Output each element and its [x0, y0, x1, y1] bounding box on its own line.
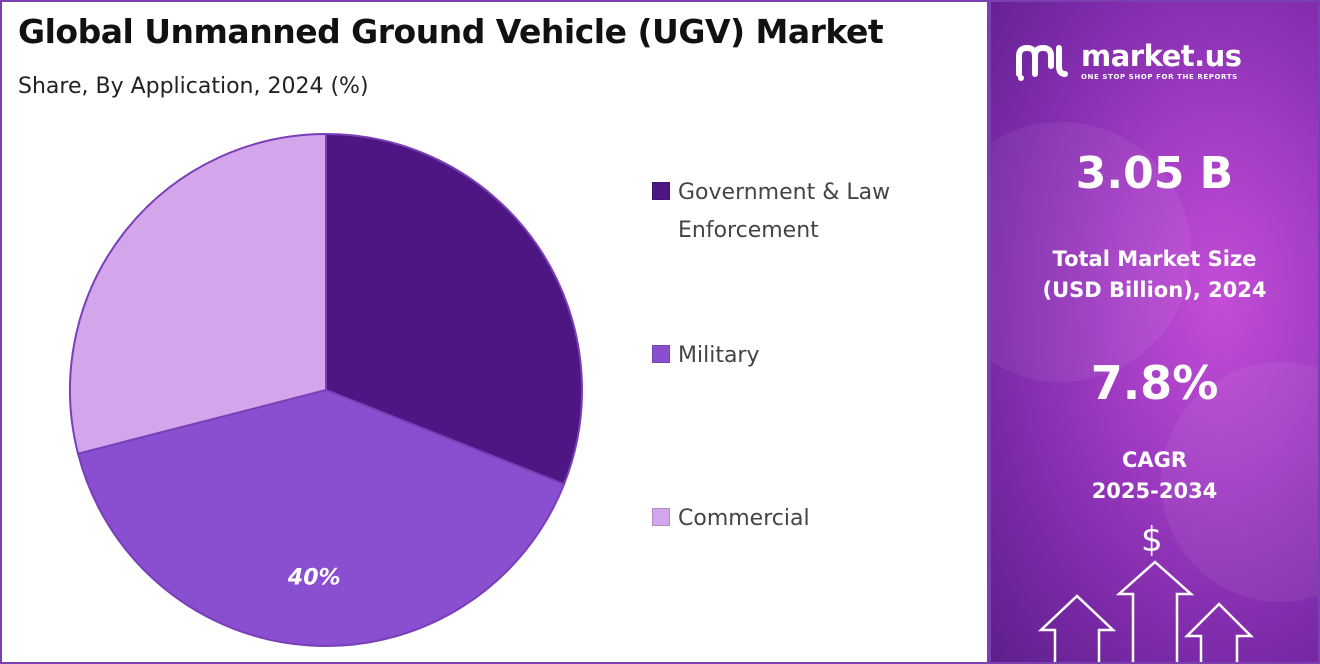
chart-subtitle: Share, By Application, 2024 (%) [18, 74, 369, 99]
legend-item-commercial: Commercial [652, 500, 938, 538]
pie-chart: 40% [69, 132, 583, 647]
legend-item-military: Military [652, 337, 938, 375]
pie-data-label-military: 40% [287, 566, 341, 591]
market-size-label-line2: (USD Billion), 2024 [1042, 278, 1267, 302]
brand-name: market.us [1081, 39, 1242, 73]
pie-slice-commercial [69, 132, 327, 455]
panel-divider [987, 2, 991, 662]
chart-title: Global Unmanned Ground Vehicle (UGV) Mar… [18, 12, 884, 51]
chart-panel: Global Unmanned Ground Vehicle (UGV) Mar… [2, 2, 987, 662]
brand-logo: market.us ONE STOP SHOP FOR THE REPORTS [1013, 40, 1242, 82]
pie-slice-government [325, 132, 583, 486]
cagr-label-line2: 2025-2034 [1091, 479, 1218, 503]
legend-label-government: Government & Law Enforcement [678, 180, 891, 243]
legend-swatch-military [652, 345, 670, 363]
market-us-logo-icon [1016, 44, 1068, 81]
legend-label-military: Military [678, 343, 760, 368]
summary-panel: market.us ONE STOP SHOP FOR THE REPORTS … [991, 2, 1318, 662]
brand-tagline: ONE STOP SHOP FOR THE REPORTS [1081, 73, 1238, 81]
legend-swatch-government [652, 182, 670, 200]
legend-item-government: Government & Law Enforcement [652, 174, 938, 250]
cagr-label-line1: CAGR [1121, 448, 1188, 472]
market-size-label-line1: Total Market Size [1052, 247, 1257, 271]
legend-label-commercial: Commercial [678, 506, 810, 531]
cagr-value: 7.8% [1090, 356, 1219, 410]
legend-swatch-commercial [652, 508, 670, 526]
background-circle [991, 122, 1191, 382]
pie-slice-military [76, 388, 566, 647]
dollar-icon: $ [1141, 520, 1163, 560]
market-size-value: 3.05 B [1075, 148, 1234, 199]
growth-arrows-icon [1037, 560, 1255, 662]
